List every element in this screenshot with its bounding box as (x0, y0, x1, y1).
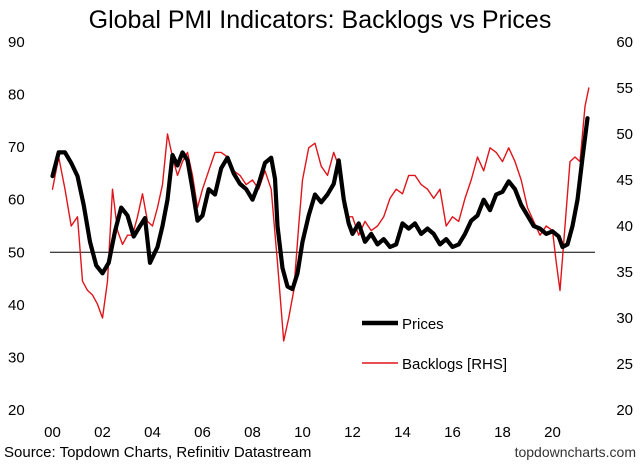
x-tick-label: 04 (144, 424, 161, 441)
x-tick-label: 08 (244, 424, 261, 441)
left-tick-label: 40 (8, 297, 25, 314)
series-line-backlogs (51, 87, 590, 342)
x-tick-label: 18 (494, 424, 511, 441)
left-tick-label: 50 (8, 244, 25, 261)
left-axis: 20 30 40 50 60 70 80 90 (8, 34, 25, 419)
legend-label-backlogs: Backlogs [RHS] (402, 356, 507, 373)
chart-title: Global PMI Indicators: Backlogs vs Price… (89, 6, 552, 34)
x-tick-label: 12 (344, 424, 361, 441)
left-tick-label: 20 (8, 402, 25, 419)
right-tick-label: 35 (616, 264, 633, 281)
series-group (50, 87, 590, 342)
series-line-prices (50, 116, 590, 292)
right-tick-label: 60 (616, 34, 633, 51)
left-tick-label: 60 (8, 192, 25, 209)
right-tick-label: 20 (616, 402, 633, 419)
x-tick-label: 02 (94, 424, 111, 441)
right-tick-label: 55 (616, 80, 633, 97)
x-tick-label: 14 (394, 424, 411, 441)
legend: Prices Backlogs [RHS] (362, 316, 507, 373)
left-tick-label: 70 (8, 139, 25, 156)
right-tick-label: 30 (616, 310, 633, 327)
right-axis: 20 25 30 35 40 45 50 55 60 (616, 34, 633, 419)
right-tick-label: 25 (616, 356, 633, 373)
legend-label-prices: Prices (402, 316, 444, 333)
x-axis: 00 02 04 06 08 10 12 14 16 18 20 (44, 424, 561, 441)
x-tick-label: 16 (444, 424, 461, 441)
left-tick-label: 30 (8, 349, 25, 366)
right-tick-label: 45 (616, 172, 633, 189)
x-tick-label: 10 (294, 424, 311, 441)
right-tick-label: 40 (616, 218, 633, 235)
credit-watermark: topdowncharts.com (515, 444, 636, 460)
right-tick-label: 50 (616, 126, 633, 143)
left-tick-label: 90 (8, 34, 25, 51)
x-tick-label: 20 (544, 424, 561, 441)
x-tick-label: 00 (44, 424, 61, 441)
source-note: Source: Topdown Charts, Refinitiv Datast… (4, 444, 311, 461)
left-tick-label: 80 (8, 87, 25, 104)
x-tick-label: 06 (194, 424, 211, 441)
